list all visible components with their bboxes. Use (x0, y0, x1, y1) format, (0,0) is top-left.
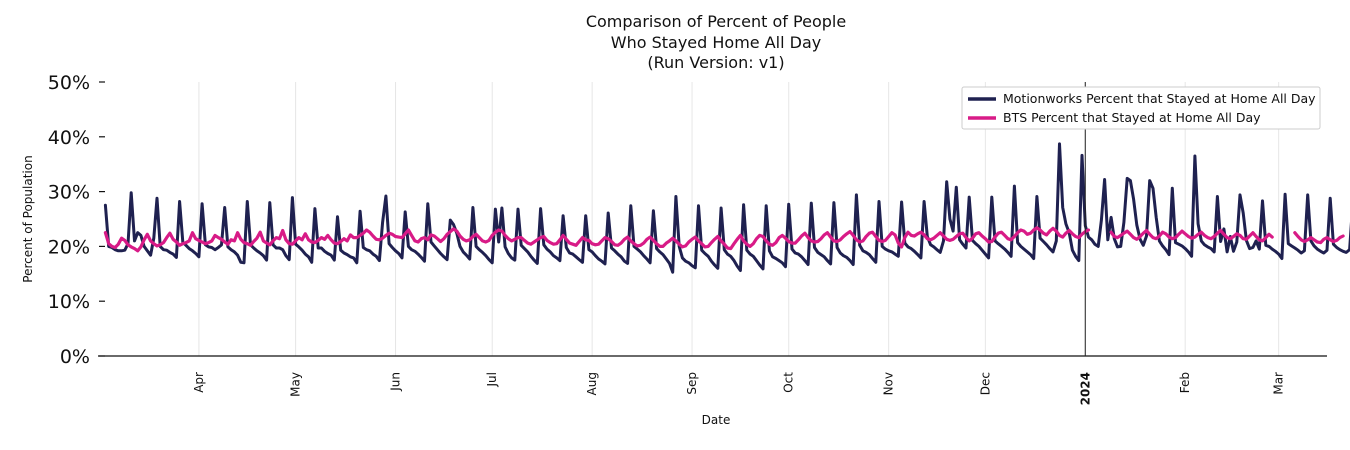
x-tick-label-mar: Mar (1272, 372, 1286, 395)
x-axis-label: Date (702, 413, 731, 427)
x-tick-label-nov: Nov (882, 372, 896, 395)
x-tick-label-jun: Jun (389, 372, 403, 392)
legend-label-bts: BTS Percent that Stayed at Home All Day (1003, 110, 1261, 125)
legend: Motionworks Percent that Stayed at Home … (961, 86, 1321, 130)
x-tick-label-jul: Jul (485, 372, 499, 387)
x-axis: Apr May Jun Jul Aug Sep Oct Nov Dec 2024 Feb Mar (98, 355, 1327, 405)
y-tick-label-3: 30% (48, 182, 90, 204)
series-lines (103, 142, 1350, 274)
series-line-motionworks (103, 142, 1350, 274)
x-tick-label-aug: Aug (585, 372, 599, 395)
legend-box (961, 86, 1321, 130)
x-tick-label-may: May (289, 372, 303, 397)
y-tick-label-5: 50% (48, 72, 90, 94)
y-tick-label-2: 20% (48, 236, 90, 258)
x-tick-label-2024: 2024 (1078, 372, 1092, 405)
y-axis: 0% 10% 20% 30% 40% 50% (48, 72, 105, 368)
chart-title-line-2: Who Stayed Home All Day (611, 33, 821, 52)
y-tick-label-0: 0% (60, 346, 90, 368)
series-line-bts (103, 226, 1345, 253)
legend-label-motionworks: Motionworks Percent that Stayed at Home … (1003, 91, 1316, 106)
x-tick-label-sep: Sep (685, 372, 699, 395)
y-axis-label: Percent of Population (21, 155, 35, 282)
x-tick-label-dec: Dec (978, 372, 992, 395)
x-tick-label-apr: Apr (192, 372, 206, 393)
x-tick-label-oct: Oct (782, 372, 796, 393)
y-tick-label-4: 40% (48, 127, 90, 149)
x-tick-label-feb: Feb (1178, 372, 1192, 393)
chart-title-line-1: Comparison of Percent of People (586, 12, 846, 31)
chart-title-line-3: (Run Version: v1) (647, 53, 784, 72)
y-tick-label-1: 10% (48, 291, 90, 313)
